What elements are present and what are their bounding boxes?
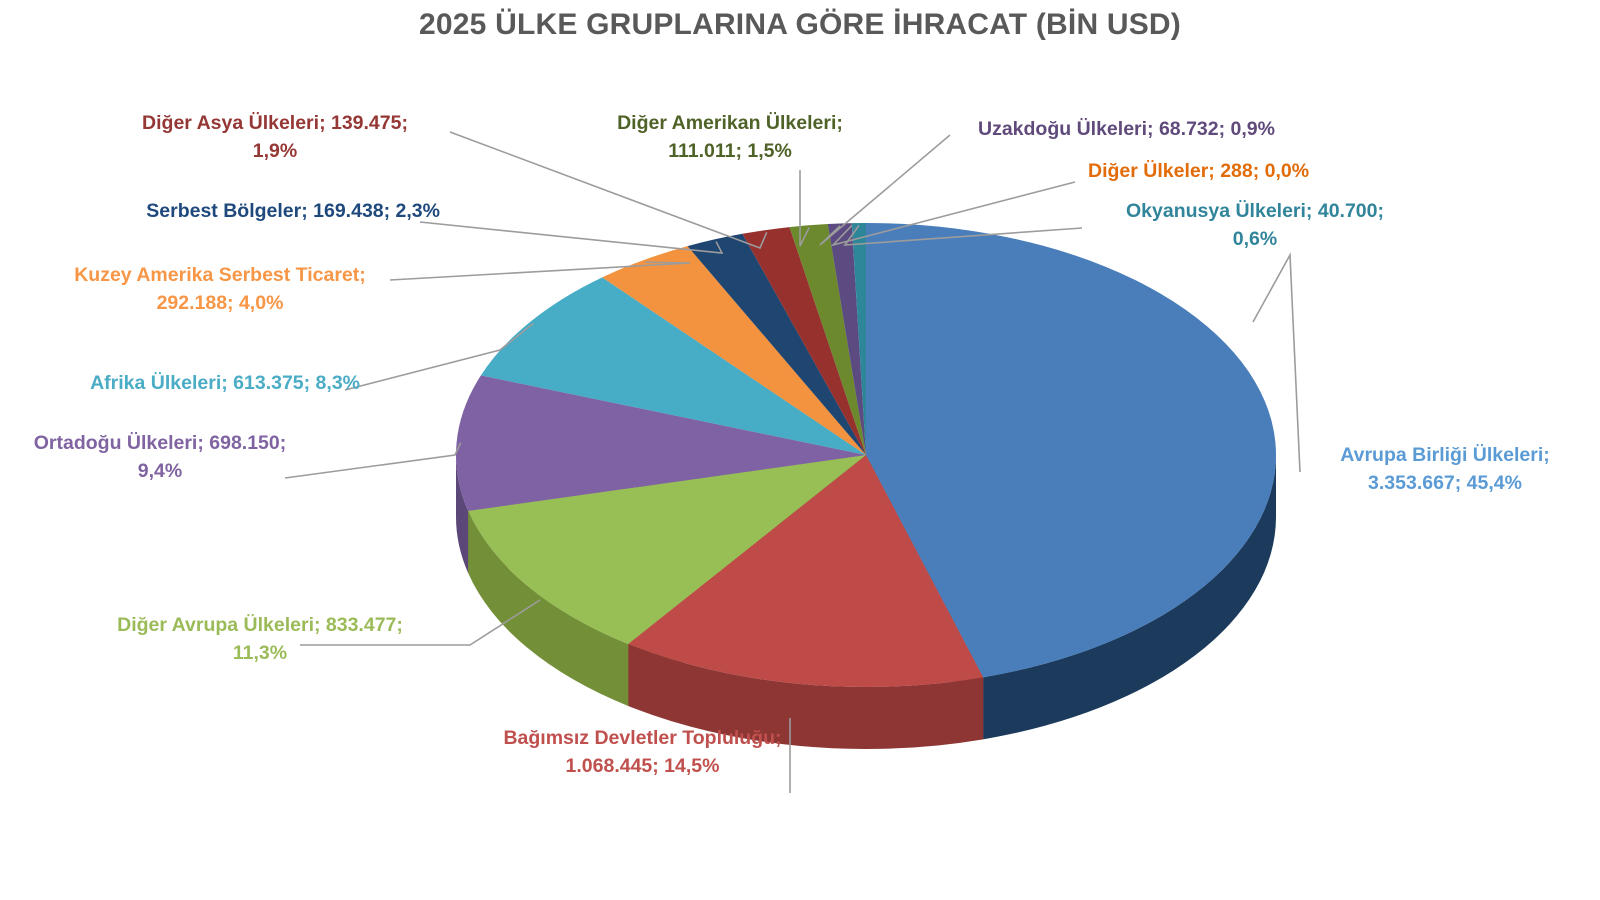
leader-line-4	[344, 322, 535, 391]
pie-slice-9[interactable]: Uzakdoğu Ülkeleri	[827, 223, 866, 455]
pie-slice-5[interactable]: Kuzey Amerika Serbest Ticaret	[602, 246, 866, 455]
leader-line-5	[389, 261, 691, 281]
pie-side-3	[456, 455, 469, 573]
slice-label-diger-asya-ulkeleri: Diğer Asya Ülkeleri; 139.475; 1,9%	[142, 112, 408, 162]
slice-label-okyanusya-ulkeleri: Okyanusya Ülkeleri; 40.700; 0,6%	[1126, 200, 1384, 250]
leader-line-7	[449, 131, 768, 250]
slice-label-diger-ulkeler: Diğer Ülkeler; 288; 0,0%	[1088, 160, 1310, 182]
slice-label-afrika-ulkeleri: Afrika Ülkeleri; 613.375; 8,3%	[90, 372, 360, 394]
leader-line-8	[799, 170, 810, 247]
pie-slice-4[interactable]: Afrika Ülkeleri	[480, 277, 866, 455]
pie-slice-11[interactable]: Okyanusya Ülkeleri	[851, 223, 866, 455]
pie-slice-7[interactable]: Diğer Asya Ülkeleri	[742, 227, 866, 455]
pie-slice-tops: Avrupa Birliği ÜlkeleriBağımsız Devletle…	[455, 223, 1277, 687]
leader-line-10	[830, 181, 1076, 247]
leader-line-0	[1252, 252, 1301, 473]
pie-slice-1[interactable]: Bağımsız Devletler Topluluğu	[628, 455, 984, 687]
slice-label-serbest-bolgeler: Serbest Bölgeler; 169.438; 2,3%	[146, 200, 440, 222]
slice-label-uzakdogu-ulkeleri: Uzakdoğu Ülkeleri; 68.732; 0,9%	[978, 118, 1275, 140]
leader-line-2	[300, 599, 541, 646]
slice-label-ortadogu-ulkeleri: Ortadoğu Ülkeleri; 698.150; 9,4%	[33, 432, 287, 482]
slice-label-diger-avrupa-ulkeleri: Diğer Avrupa Ülkeleri; 833.477; 11,3%	[117, 614, 403, 664]
leader-line-3	[284, 442, 462, 479]
slice-label-kuzey-amerika-serbest-ticaret: Kuzey Amerika Serbest Ticaret; 292.188; …	[74, 264, 366, 314]
leader-line-11	[843, 224, 1083, 246]
pie-slice-3[interactable]: Ortadoğu Ülkeleri	[455, 375, 866, 511]
pie-side-2	[468, 510, 629, 706]
slice-label-diger-amerikan-ulkeleri: Diğer Amerikan Ülkeleri; 111.011; 1,5%	[617, 112, 843, 162]
pie-slice-2[interactable]: Diğer Avrupa Ülkeleri	[468, 455, 866, 644]
pie-slice-6[interactable]: Serbest Bölgeler	[687, 233, 866, 455]
pie-slice-0[interactable]: Avrupa Birliği Ülkeleri	[866, 223, 1277, 678]
leader-line-6	[419, 221, 724, 254]
pie-slice-8[interactable]: Diğer Amerikan Ülkeleri	[789, 224, 866, 455]
slice-label-bagimsiz-devletler-toplulugu: Bağımsız Devletler Topluluğu; 1.068.445;…	[503, 727, 782, 777]
pie-side-0	[983, 455, 1276, 740]
pie-side-1	[628, 643, 984, 749]
slice-label-avrupa-birligi-ulkeleri: Avrupa Birliği Ülkeleri; 3.353.667; 45,4…	[1340, 444, 1550, 494]
pie-slice-10[interactable]: Diğer Ülkeler	[851, 223, 866, 455]
leader-lines	[284, 131, 1301, 793]
leader-line-9	[819, 134, 951, 246]
page-title: 2025 ÜLKE GRUPLARINA GÖRE İHRACAT (BİN U…	[419, 8, 1181, 41]
